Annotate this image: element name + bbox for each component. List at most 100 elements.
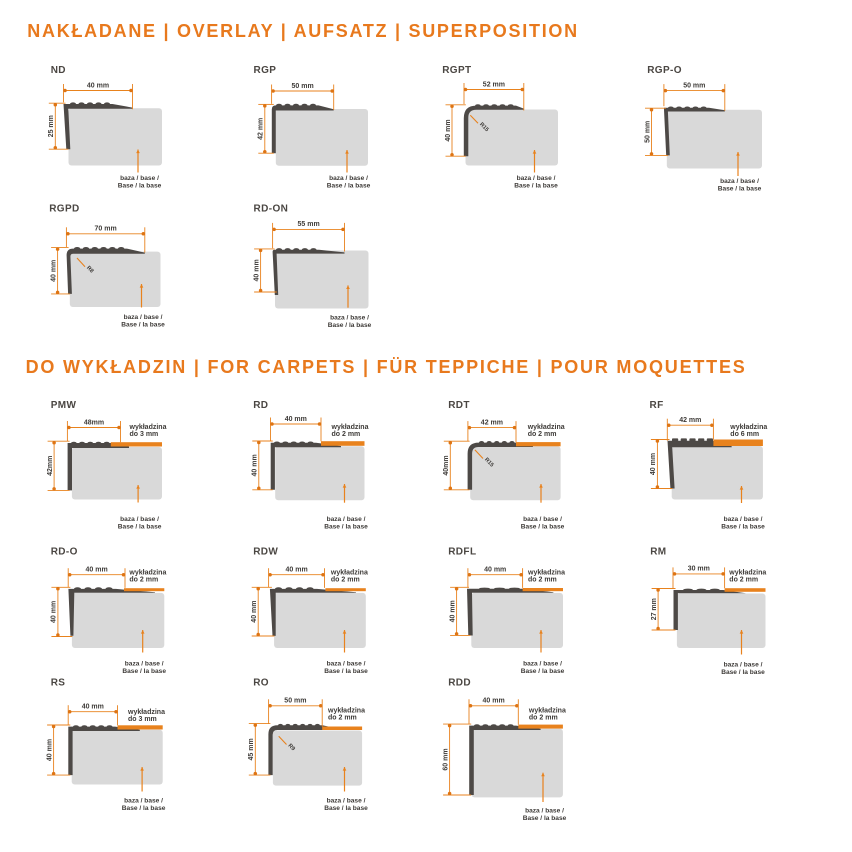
svg-text:RDW: RDW (253, 546, 278, 557)
svg-text:Base / la base: Base / la base (721, 524, 765, 531)
svg-text:Base / la base: Base / la base (514, 183, 558, 190)
svg-text:do 3 mm: do 3 mm (130, 431, 159, 438)
svg-text:ND: ND (51, 65, 66, 76)
svg-text:Base / la base: Base / la base (121, 322, 165, 329)
svg-text:52 mm: 52 mm (483, 81, 505, 88)
svg-text:Base / la base: Base / la base (324, 805, 368, 812)
svg-text:do 2 mm: do 2 mm (529, 715, 558, 722)
svg-text:50 mm: 50 mm (644, 121, 651, 143)
svg-text:wykładzina: wykładzina (729, 424, 767, 431)
svg-text:Base / la base: Base / la base (324, 668, 368, 675)
svg-text:baza / base /: baza / base / (330, 315, 369, 322)
svg-text:RGP: RGP (254, 65, 277, 76)
svg-text:wykładzina: wykładzina (527, 569, 565, 576)
svg-text:40 mm: 40 mm (51, 601, 58, 623)
svg-text:Base / la base: Base / la base (122, 668, 166, 675)
svg-text:Base / la base: Base / la base (122, 805, 166, 812)
svg-text:55 mm: 55 mm (298, 221, 320, 228)
svg-text:42 mm: 42 mm (481, 419, 503, 426)
svg-text:Base / la base: Base / la base (521, 668, 565, 675)
svg-text:wykładzina: wykładzina (129, 424, 167, 431)
svg-text:40 mm: 40 mm (252, 454, 259, 476)
svg-text:42 mm: 42 mm (258, 118, 265, 140)
svg-text:baza / base /: baza / base / (523, 661, 562, 668)
svg-text:wykładzina: wykładzina (528, 708, 566, 715)
svg-text:R9: R9 (287, 743, 296, 752)
svg-text:40 mm: 40 mm (484, 567, 506, 574)
svg-text:baza / base /: baza / base / (124, 798, 163, 805)
svg-text:RD-ON: RD-ON (254, 203, 289, 214)
svg-text:Base / la base: Base / la base (324, 524, 368, 531)
svg-text:40 mm: 40 mm (483, 698, 505, 705)
svg-text:baza / base /: baza / base / (125, 661, 164, 668)
svg-text:baza / base /: baza / base / (124, 314, 163, 321)
svg-text:PMW: PMW (51, 400, 77, 411)
svg-text:do 2 mm: do 2 mm (328, 715, 357, 722)
svg-text:40 mm: 40 mm (50, 260, 57, 282)
svg-text:wykładzina: wykładzina (527, 424, 565, 431)
svg-text:Base / la base: Base / la base (118, 183, 162, 190)
svg-text:baza / base /: baza / base / (523, 516, 562, 523)
svg-text:25 mm: 25 mm (48, 115, 55, 137)
svg-text:baza / base /: baza / base / (120, 175, 159, 182)
svg-text:Base / la base: Base / la base (328, 322, 372, 329)
svg-text:baza / base /: baza / base / (724, 516, 763, 523)
svg-text:baza / base /: baza / base / (329, 175, 368, 182)
svg-text:R8: R8 (85, 265, 94, 274)
svg-text:RGPT: RGPT (442, 65, 471, 76)
svg-text:40 mm: 40 mm (286, 567, 308, 574)
svg-text:Base / la base: Base / la base (327, 183, 371, 190)
svg-text:45 mm: 45 mm (248, 738, 255, 760)
svg-text:40 mm: 40 mm (285, 416, 307, 423)
svg-text:baza / base /: baza / base / (525, 808, 564, 815)
svg-text:do 2 mm: do 2 mm (332, 431, 361, 438)
svg-text:40 mm: 40 mm (86, 567, 108, 574)
svg-text:RGP-O: RGP-O (647, 65, 682, 76)
svg-text:R15: R15 (483, 457, 495, 469)
svg-text:Base / la base: Base / la base (718, 186, 762, 193)
svg-text:RDFL: RDFL (448, 546, 476, 557)
svg-text:wykładzina: wykładzina (330, 569, 368, 576)
svg-text:40 mm: 40 mm (87, 82, 109, 89)
svg-text:RF: RF (650, 400, 664, 411)
svg-text:50 mm: 50 mm (683, 82, 705, 89)
svg-text:Base / la base: Base / la base (118, 524, 162, 531)
svg-text:baza / base /: baza / base / (120, 516, 159, 523)
svg-text:50 mm: 50 mm (292, 83, 314, 90)
svg-text:40 mm: 40 mm (445, 119, 452, 141)
svg-text:40 mm: 40 mm (251, 601, 258, 623)
svg-text:wykładzina: wykładzina (128, 569, 166, 576)
svg-text:do 3 mm: do 3 mm (128, 716, 157, 723)
svg-text:40 mm: 40 mm (253, 259, 260, 281)
svg-text:RO: RO (253, 677, 269, 688)
svg-text:baza / base /: baza / base / (724, 662, 763, 669)
svg-text:baza / base /: baza / base / (517, 175, 556, 182)
svg-text:RD: RD (253, 400, 268, 411)
svg-text:40 mm: 40 mm (82, 704, 104, 711)
svg-text:wykładzina: wykładzina (327, 708, 365, 715)
svg-text:wykładzina: wykładzina (127, 709, 165, 716)
svg-text:42 mm: 42 mm (679, 417, 701, 424)
svg-text:40 mm: 40 mm (650, 453, 657, 475)
svg-text:baza / base /: baza / base / (720, 178, 759, 185)
svg-text:27 mm: 27 mm (651, 598, 658, 620)
svg-text:Base / la base: Base / la base (521, 524, 565, 531)
svg-text:Base / la base: Base / la base (721, 669, 765, 676)
svg-text:do 2 mm: do 2 mm (528, 431, 557, 438)
svg-text:do 2 mm: do 2 mm (729, 576, 758, 583)
svg-text:RGPD: RGPD (49, 203, 79, 214)
svg-text:wykładzina: wykładzina (728, 569, 766, 576)
svg-text:40 mm: 40 mm (449, 600, 456, 622)
svg-text:42mm: 42mm (47, 456, 54, 476)
svg-text:RD-O: RD-O (51, 546, 78, 557)
svg-text:40mm: 40mm (443, 455, 450, 475)
svg-text:40 mm: 40 mm (46, 739, 53, 761)
svg-text:30 mm: 30 mm (688, 566, 710, 573)
svg-text:do 6 mm: do 6 mm (730, 431, 759, 438)
svg-text:R15: R15 (478, 122, 490, 134)
svg-text:do 2 mm: do 2 mm (129, 576, 158, 583)
svg-text:baza / base /: baza / base / (327, 516, 366, 523)
svg-text:RDD: RDD (448, 677, 471, 688)
svg-text:wykładzina: wykładzina (331, 424, 369, 431)
svg-text:do 2 mm: do 2 mm (331, 576, 360, 583)
